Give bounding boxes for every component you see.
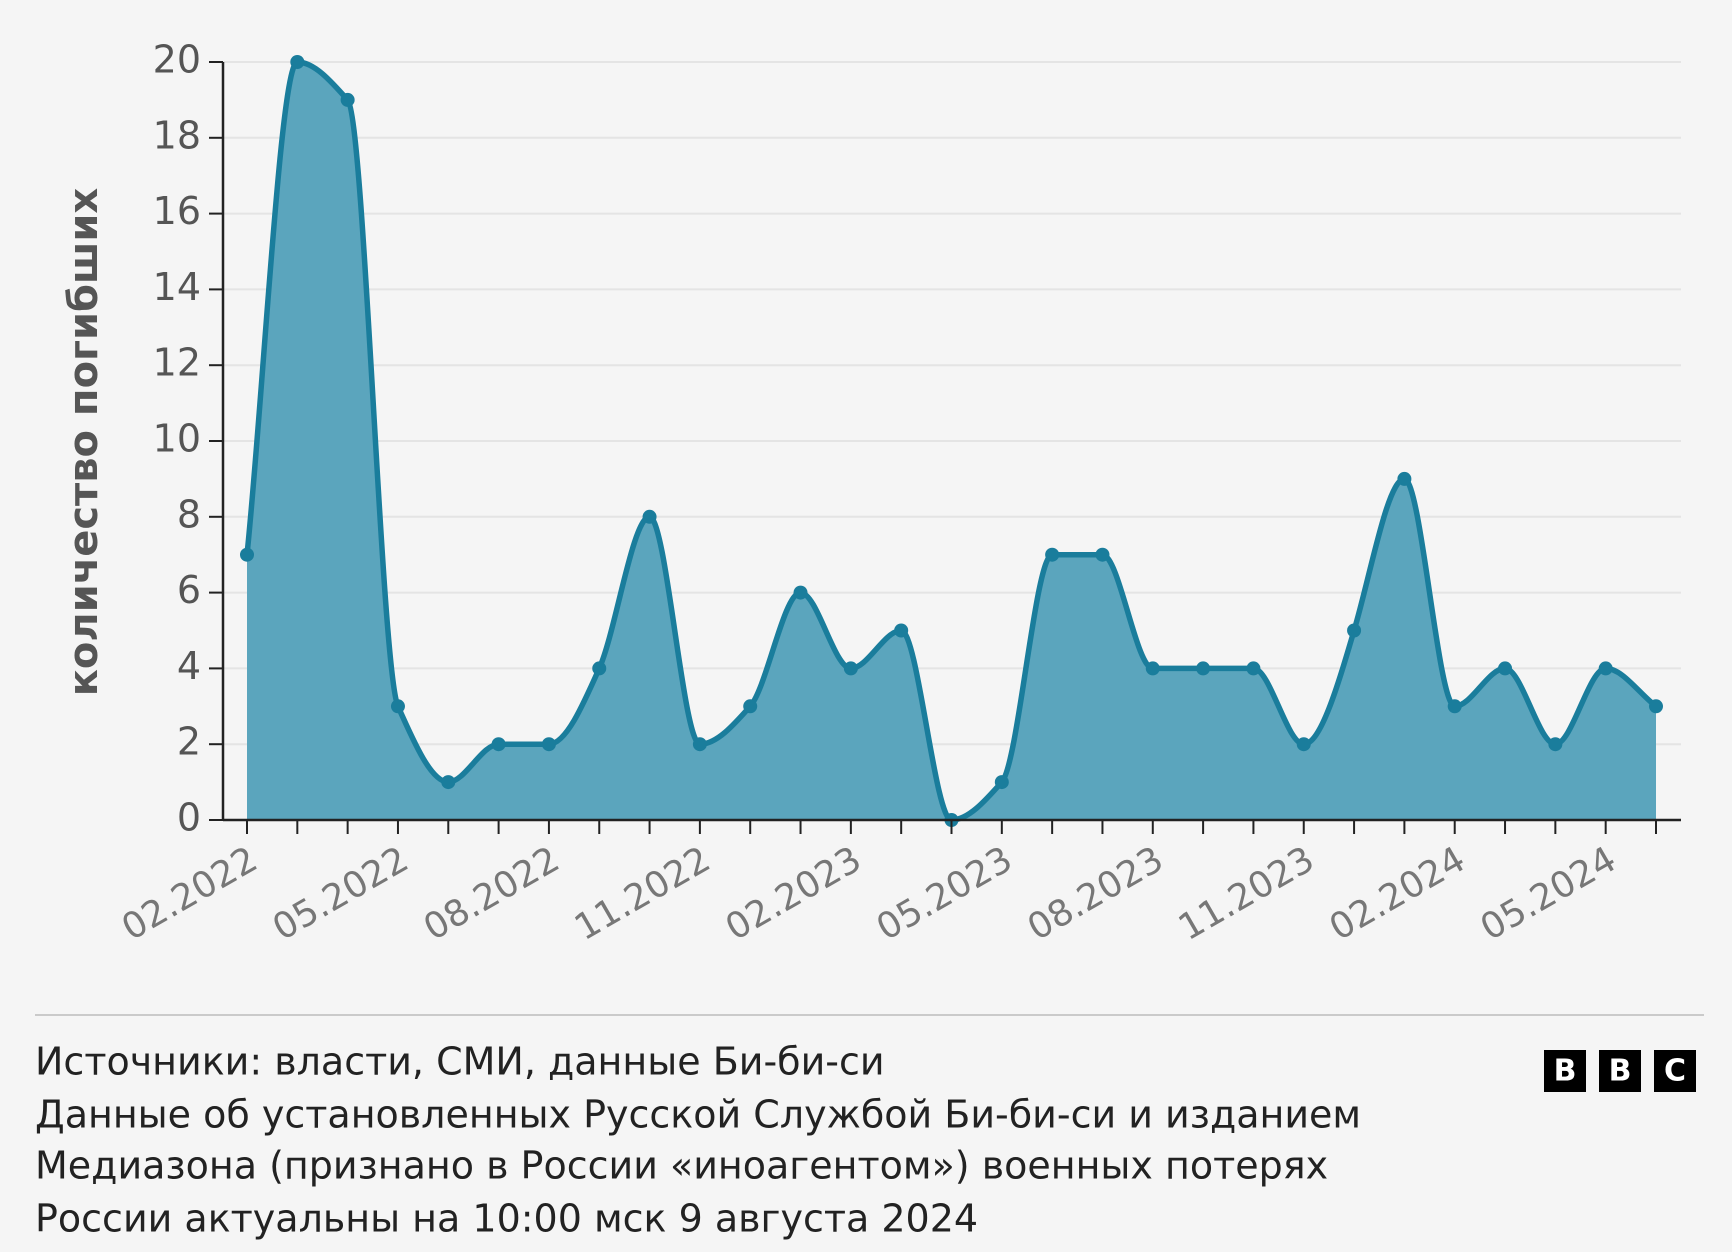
point — [1447, 699, 1462, 714]
logo-letter: B — [1554, 1054, 1577, 1089]
y-tick-label: 12 — [153, 341, 201, 385]
point — [390, 699, 405, 714]
point — [894, 623, 909, 638]
y-tick-label: 6 — [177, 568, 201, 612]
point — [692, 737, 707, 752]
y-tick-label: 10 — [153, 417, 201, 461]
note-line: России актуальны на 10:00 мск 9 августа … — [35, 1197, 978, 1241]
point — [1347, 623, 1362, 638]
point — [642, 509, 657, 524]
point — [592, 661, 607, 676]
point — [1598, 661, 1613, 676]
point — [994, 775, 1009, 790]
point — [1045, 547, 1060, 562]
logo-box — [1599, 1050, 1641, 1092]
point — [290, 55, 305, 69]
point — [491, 737, 506, 752]
logo-letter: C — [1664, 1054, 1686, 1089]
source: Источники: власти, СМИ, данные Би-би-си — [35, 1040, 885, 1084]
y-tick-label: 18 — [153, 113, 201, 157]
point — [743, 699, 758, 714]
logo-letter: B — [1609, 1054, 1632, 1089]
point — [1196, 661, 1211, 676]
y-tick-label: 16 — [153, 189, 201, 233]
logo: B B C — [1544, 1050, 1696, 1092]
area — [247, 62, 1656, 820]
point — [340, 92, 355, 107]
y-axis-title: количество погибших — [61, 188, 107, 697]
logo-box — [1544, 1050, 1586, 1092]
y-tick-label: 4 — [177, 644, 201, 688]
y-tick-label: 0 — [177, 796, 201, 840]
y-tick-label: 20 — [153, 38, 201, 82]
point — [793, 585, 808, 600]
point — [1649, 699, 1663, 714]
point — [441, 775, 456, 790]
point — [1095, 547, 1110, 562]
point — [541, 737, 556, 752]
y-tick-label: 8 — [177, 492, 201, 536]
point — [1397, 471, 1412, 486]
logo-box — [1654, 1050, 1696, 1092]
point — [843, 661, 858, 676]
note-line: Данные об установленных Русской Службой … — [35, 1093, 1361, 1137]
point — [1145, 661, 1160, 676]
note-line: Медиазона (признано в России «иноагентом… — [35, 1144, 1328, 1188]
point — [1296, 737, 1311, 752]
point — [1498, 661, 1513, 676]
point — [1548, 737, 1563, 752]
y-tick-label: 14 — [153, 265, 201, 309]
point — [240, 547, 254, 562]
y-tick-label: 2 — [177, 720, 201, 764]
point — [1246, 661, 1261, 676]
